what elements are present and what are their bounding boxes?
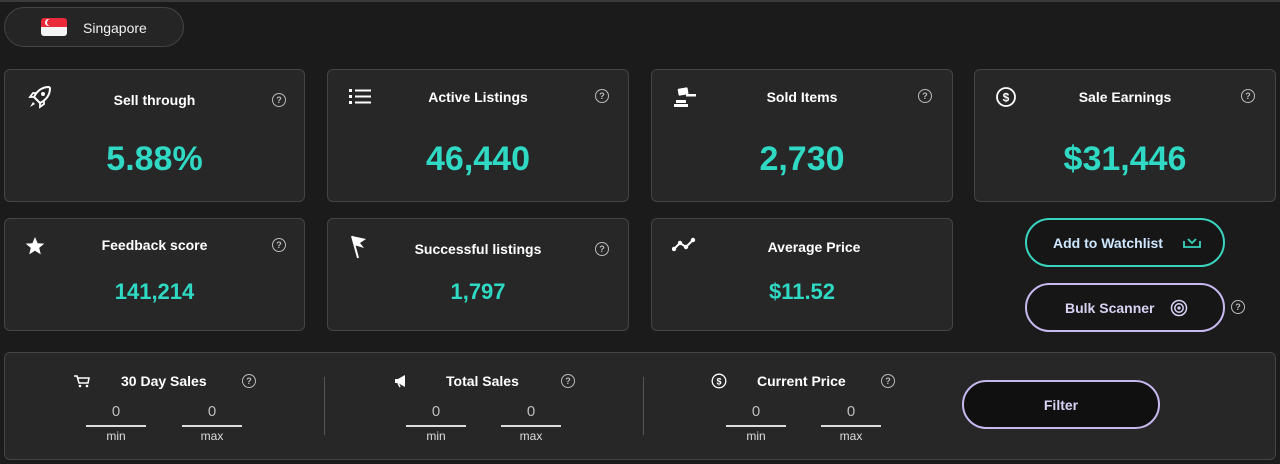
day-sales-min-label: min <box>106 429 126 443</box>
download-tray-icon <box>1183 238 1201 248</box>
list-icon <box>349 89 371 104</box>
day-sales-help-icon[interactable]: ? <box>242 374 256 388</box>
filter-divider <box>324 377 325 435</box>
feedback-score-help-icon[interactable]: ? <box>272 238 286 252</box>
add-to-watchlist-button[interactable]: Add to Watchlist <box>1025 218 1225 267</box>
bulk-scanner-label: Bulk Scanner <box>1065 300 1155 316</box>
cart-icon <box>74 375 90 388</box>
sell-through-card: Sell through ? 5.88% <box>4 69 305 202</box>
day-sales-min-value: 0 <box>111 403 121 420</box>
total-sales-help-icon[interactable]: ? <box>561 374 575 388</box>
sold-items-card: Sold Items ? 2,730 <box>651 69 953 202</box>
svg-text:$: $ <box>716 377 721 387</box>
day-sales-max-label: max <box>200 429 224 443</box>
feedback-score-label: Feedback score <box>101 237 208 253</box>
sale-earnings-help-icon[interactable]: ? <box>1241 89 1255 103</box>
trend-line-icon <box>672 237 696 252</box>
feedback-score-card: Feedback score ? 141,214 <box>4 218 305 331</box>
total-sales-min-field[interactable]: 0 min <box>406 403 466 443</box>
sale-earnings-value: $31,446 <box>1063 140 1187 178</box>
total-sales-min-value: 0 <box>431 403 441 420</box>
successful-listings-card: Successful listings ? 1,797 <box>327 218 629 331</box>
sold-items-value: 2,730 <box>759 140 845 178</box>
megaphone-icon <box>395 375 405 388</box>
sale-earnings-card: $ Sale Earnings ? $31,446 <box>974 69 1276 202</box>
sale-earnings-label: Sale Earnings <box>1078 89 1172 105</box>
current-price-min-field[interactable]: 0 min <box>726 403 786 443</box>
top-border <box>0 0 1280 2</box>
dollar-circle-icon: $ <box>711 373 727 389</box>
day-sales-title: 30 Day Sales <box>121 373 207 389</box>
bulk-scanner-help-icon[interactable]: ? <box>1231 300 1245 314</box>
total-sales-filter: Total Sales ? 0 min 0 max <box>325 353 645 459</box>
active-listings-value: 46,440 <box>426 140 530 178</box>
rocket-icon <box>28 85 52 109</box>
day-sales-filter: 30 Day Sales ? 0 min 0 max <box>5 353 325 459</box>
sell-through-value: 5.88% <box>106 140 203 178</box>
current-price-filter: $ Current Price ? 0 min 0 max <box>645 353 965 459</box>
average-price-value: $11.52 <box>768 279 836 304</box>
average-price-card: Average Price $11.52 <box>651 218 953 331</box>
active-listings-label: Active Listings <box>428 89 528 105</box>
current-price-title: Current Price <box>757 373 846 389</box>
current-price-max-field[interactable]: 0 max <box>821 403 881 443</box>
day-sales-min-field[interactable]: 0 min <box>86 403 146 443</box>
flag-icon <box>351 235 366 259</box>
current-price-max-value: 0 <box>846 403 856 420</box>
total-sales-max-field[interactable]: 0 max <box>501 403 561 443</box>
star-icon <box>25 237 45 255</box>
active-listings-help-icon[interactable]: ? <box>595 89 609 103</box>
current-price-max-label: max <box>839 429 863 443</box>
country-selector[interactable]: Singapore <box>4 7 184 47</box>
current-price-min-label: min <box>746 429 766 443</box>
filter-button[interactable]: Filter <box>962 380 1160 429</box>
sold-items-help-icon[interactable]: ? <box>918 89 932 103</box>
dollar-circle-icon: $ <box>996 87 1016 107</box>
average-price-label: Average Price <box>767 239 861 255</box>
active-listings-card: Active Listings ? 46,440 <box>327 69 629 202</box>
filter-divider <box>643 377 644 435</box>
add-to-watchlist-label: Add to Watchlist <box>1053 235 1163 251</box>
day-sales-max-value: 0 <box>207 403 217 420</box>
total-sales-max-label: max <box>519 429 543 443</box>
sell-through-label: Sell through <box>113 92 196 108</box>
svg-text:$: $ <box>1003 91 1010 105</box>
current-price-min-value: 0 <box>751 403 761 420</box>
successful-listings-value: 1,797 <box>450 279 506 304</box>
total-sales-title: Total Sales <box>446 373 519 389</box>
total-sales-max-value: 0 <box>526 403 536 420</box>
gavel-icon <box>674 87 696 107</box>
country-name: Singapore <box>83 20 147 36</box>
sell-through-help-icon[interactable]: ? <box>272 93 286 107</box>
day-sales-max-field[interactable]: 0 max <box>182 403 242 443</box>
total-sales-min-label: min <box>426 429 446 443</box>
successful-listings-help-icon[interactable]: ? <box>595 242 609 256</box>
singapore-flag-icon <box>41 18 67 36</box>
feedback-score-value: 141,214 <box>114 279 195 304</box>
target-icon <box>1170 299 1188 317</box>
successful-listings-label: Successful listings <box>414 241 542 257</box>
filter-button-label: Filter <box>1043 397 1079 413</box>
sold-items-label: Sold Items <box>766 89 838 105</box>
current-price-help-icon[interactable]: ? <box>881 374 895 388</box>
bulk-scanner-button[interactable]: Bulk Scanner <box>1025 283 1225 332</box>
